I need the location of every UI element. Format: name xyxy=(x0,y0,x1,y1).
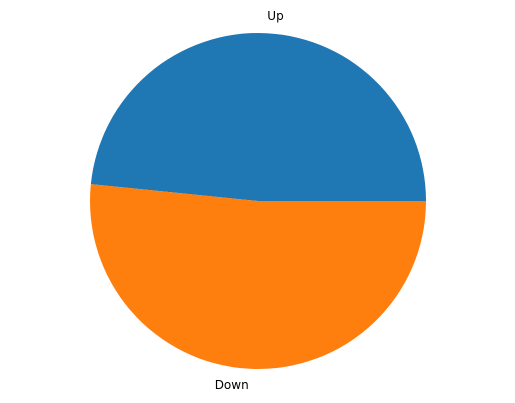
pie-slices xyxy=(90,33,426,370)
pie-slice-up xyxy=(90,33,426,202)
pie-label-up: Up xyxy=(267,9,283,23)
pie-labels: Up Down xyxy=(215,9,284,392)
pie-label-down: Down xyxy=(215,378,249,392)
pie-slice-down xyxy=(90,184,426,370)
